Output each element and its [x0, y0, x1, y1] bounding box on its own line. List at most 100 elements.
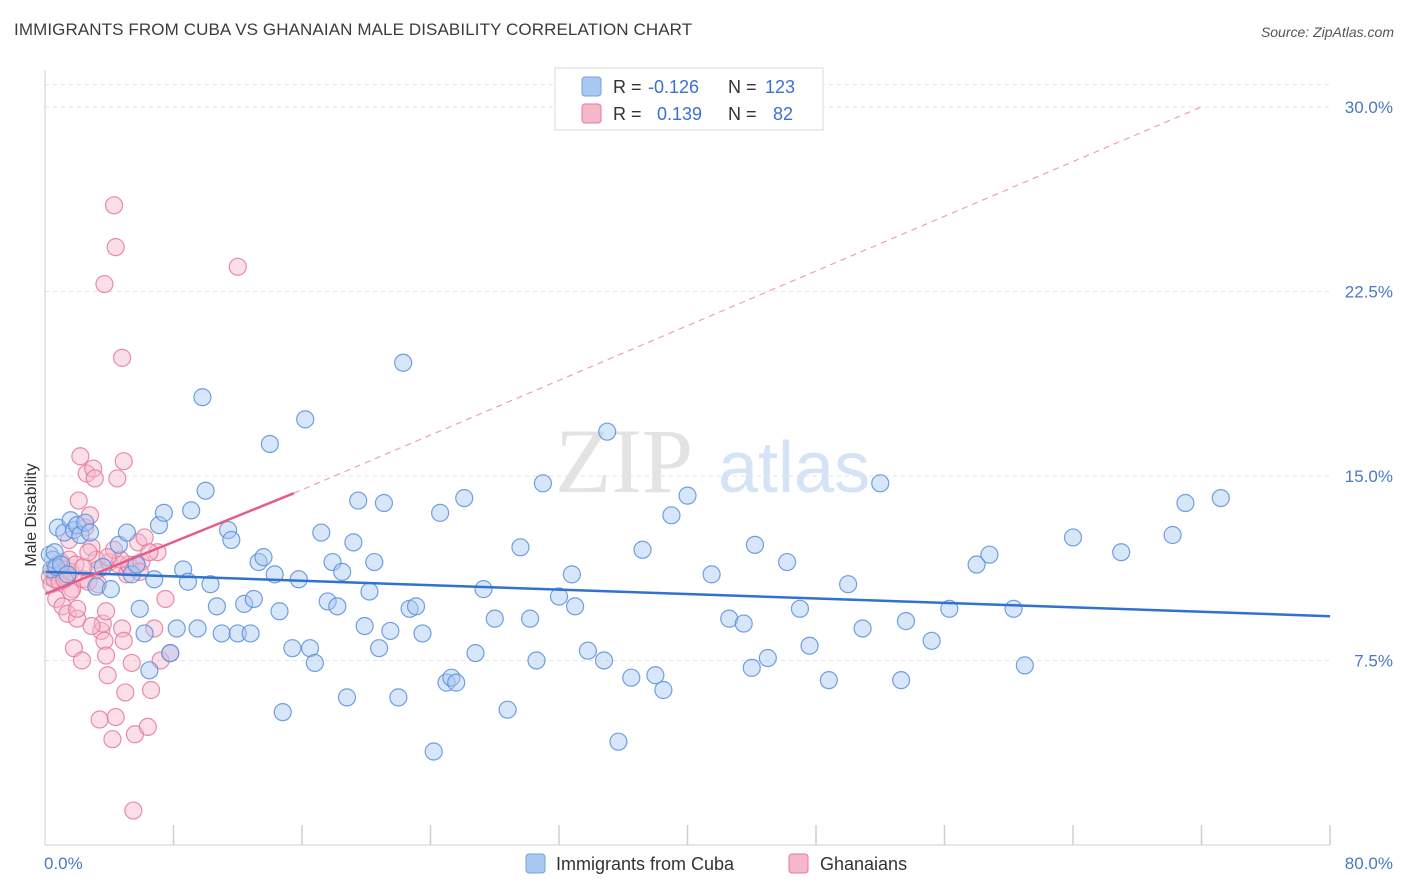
y-tick-label-2: 22.5%: [1345, 282, 1393, 301]
cuba-point-64: [355, 616, 374, 636]
bottom-legend-swatch-cuba: [525, 853, 546, 874]
cuba-point-32: [182, 501, 201, 520]
cuba-point-69: [381, 621, 400, 641]
ghanaians-point-57: [145, 619, 164, 638]
cuba-point-8: [58, 565, 77, 584]
cuba-point-60: [333, 562, 352, 582]
ghanaians-point-56: [141, 680, 161, 700]
ghanaians-point-80: [79, 543, 98, 562]
cuba-point-118: [940, 599, 959, 618]
ghanaians-point-66: [228, 257, 247, 276]
legend-n-label-cuba: N =: [728, 77, 757, 97]
watermark-zip: ZIP: [555, 410, 693, 512]
ghanaians-points: [40, 196, 247, 820]
cuba-point-79: [447, 673, 466, 692]
axes: [44, 70, 1331, 846]
cuba-point-108: [777, 552, 797, 572]
ghanaians-point-36: [98, 666, 117, 685]
cuba-point-41: [228, 624, 247, 643]
cuba-point-113: [853, 619, 872, 638]
cuba-point-46: [254, 548, 273, 567]
x-tick-label-0: 0.0%: [44, 854, 83, 873]
cuba-point-25: [145, 570, 164, 589]
source-label: Source: ZipAtlas.com: [1260, 24, 1394, 40]
legend-bottom: Immigrants from Cuba Ghanaians: [525, 853, 907, 874]
cuba-point-40: [222, 530, 241, 550]
cuba-point-33: [188, 619, 207, 638]
cuba-point-62: [344, 533, 363, 552]
cuba-point-83: [485, 609, 504, 628]
y-tick-label-3: 30.0%: [1345, 98, 1393, 117]
cuba-point-115: [892, 671, 911, 690]
cuba-point-35: [196, 481, 215, 500]
cuba-point-119: [967, 555, 986, 574]
ghanaians-point-70: [96, 602, 116, 621]
cuba-point-100: [662, 506, 681, 525]
cuba-point-127: [1211, 488, 1230, 508]
grid-lines: [45, 84, 1330, 661]
cuba-point-55: [305, 653, 324, 673]
cuba-point-95: [609, 732, 628, 751]
cuba-point-36: [201, 575, 220, 594]
x-tick-label-1: 80.0%: [1345, 854, 1393, 873]
cuba-point-94: [598, 422, 617, 441]
ghanaians-point-44: [116, 683, 135, 702]
cuba-point-57: [318, 592, 337, 611]
cuba-point-66: [365, 552, 384, 572]
cuba-point-59: [328, 597, 347, 616]
watermark: ZIP atlas: [555, 410, 870, 512]
cuba-point-38: [212, 624, 231, 643]
cuba-point-112: [839, 575, 858, 594]
cuba-point-61: [337, 688, 357, 707]
ghanaians-point-11: [58, 604, 77, 623]
cuba-point-93: [594, 651, 614, 670]
legend-top: R = -0.126 N = 123 R = 0.139 N = 82: [554, 67, 824, 131]
legend-n-label-ghanaians: N =: [728, 104, 757, 124]
ghanaians-point-40: [108, 469, 127, 488]
ghanaians-point-39: [106, 707, 125, 727]
cuba-point-106: [745, 535, 765, 554]
cuba-point-67: [370, 639, 389, 658]
cuba-point-23: [135, 624, 154, 643]
cuba-point-70: [389, 688, 408, 707]
legend-r-value-cuba: -0.126: [648, 77, 699, 97]
cuba-point-92: [578, 641, 598, 660]
ghanaians-point-60: [156, 589, 175, 609]
cuba-point-102: [702, 565, 721, 584]
cuba-point-86: [520, 609, 540, 628]
bottom-legend-swatch-ghanaians: [788, 853, 809, 874]
cuba-point-89: [549, 587, 569, 606]
cuba-point-88: [533, 474, 553, 493]
legend-r-label-ghanaians: R =: [613, 104, 642, 124]
cuba-point-110: [800, 636, 819, 655]
ghanaians-point-17: [68, 609, 87, 628]
cuba-point-105: [742, 658, 761, 677]
ghanaians-point-38: [103, 730, 122, 749]
ghanaians-point-32: [92, 621, 111, 641]
cuba-point-82: [474, 580, 493, 599]
tick-labels: 7.5% 15.0% 22.5% 30.0% 0.0% 80.0%: [44, 98, 1393, 873]
cuba-point-104: [734, 614, 753, 633]
cuba-point-98: [646, 666, 665, 685]
cuba-point-111: [819, 671, 838, 690]
cuba-point-90: [562, 565, 581, 584]
bottom-legend-label-cuba: Immigrants from Cuba: [556, 854, 735, 874]
ghanaians-point-34: [95, 631, 114, 650]
ghanaians-point-28: [85, 469, 104, 488]
cuba-point-58: [323, 552, 342, 572]
ghanaians-point-72: [68, 599, 87, 618]
legend-n-value-ghanaians: 82: [773, 104, 793, 124]
cuba-point-34: [193, 388, 212, 407]
ghanaians-point-65: [112, 348, 132, 367]
cuba-point-37: [207, 597, 226, 616]
cuba-point-116: [896, 612, 916, 631]
ghanaians-point-71: [82, 616, 101, 636]
cuba-point-28: [161, 643, 180, 663]
cuba-points: [40, 353, 1230, 761]
ghanaians-point-55: [138, 717, 157, 737]
cuba-point-65: [360, 582, 379, 601]
legend-r-value-ghanaians: 0.139: [657, 104, 702, 124]
cuba-point-74: [413, 624, 432, 643]
cuba-point-99: [654, 680, 673, 700]
cuba-point-42: [235, 594, 254, 613]
